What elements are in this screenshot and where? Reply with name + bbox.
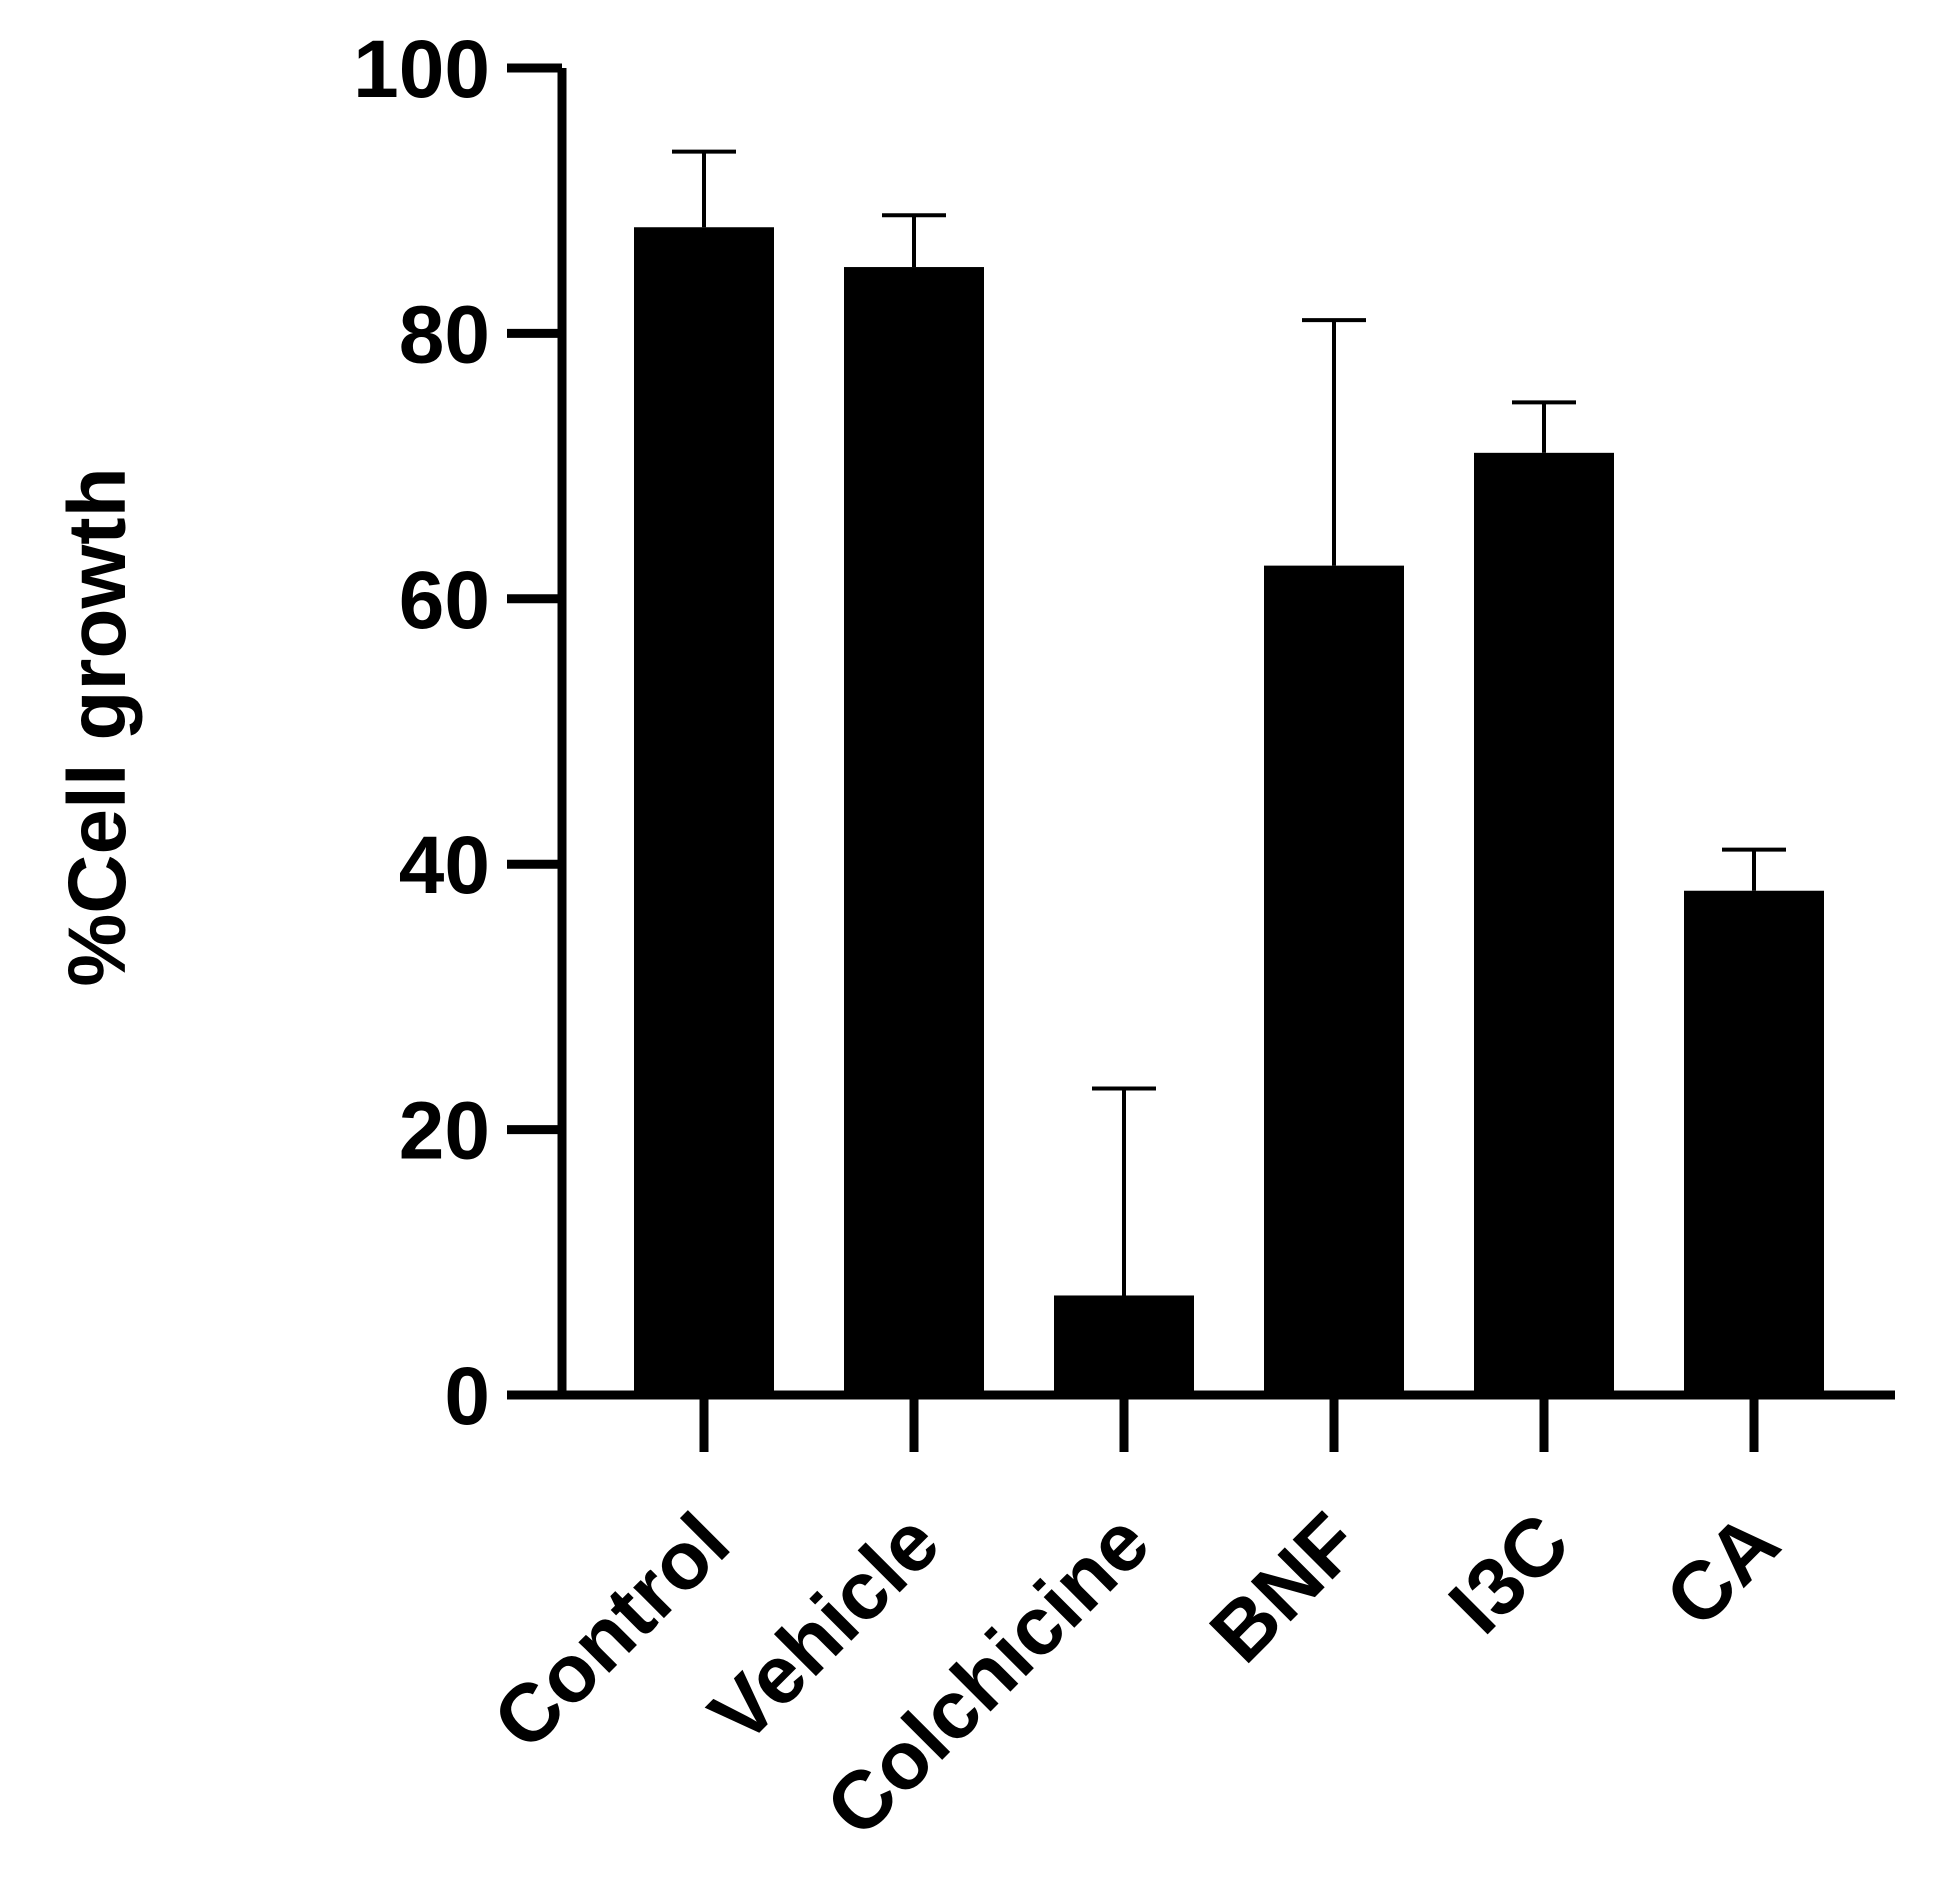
bar-vehicle [844, 267, 984, 1395]
y-tick-label: 40 [399, 820, 490, 911]
y-axis-label: %Cell growth [52, 467, 143, 986]
y-tick-label: 0 [444, 1351, 490, 1442]
y-tick-label: 100 [353, 24, 490, 115]
y-axis-ticks: 0 20 40 60 80 100 [353, 24, 562, 1442]
bar-colchicine [1054, 1295, 1194, 1395]
bar-ca [1684, 890, 1824, 1395]
x-tick-label-i3c: I3C [1432, 1496, 1587, 1651]
bar-i3c [1474, 452, 1614, 1396]
y-tick-label: 80 [399, 289, 490, 380]
x-tick-label-control: Control [476, 1496, 746, 1766]
x-tick-label-bnf: BNF [1193, 1496, 1377, 1680]
y-tick-label: 60 [399, 555, 490, 646]
y-tick-label: 20 [399, 1086, 490, 1177]
bar-control [634, 227, 774, 1396]
plot-area [634, 149, 1824, 1396]
bar-bnf [1264, 565, 1404, 1395]
x-tick-label-ca: CA [1649, 1496, 1797, 1644]
